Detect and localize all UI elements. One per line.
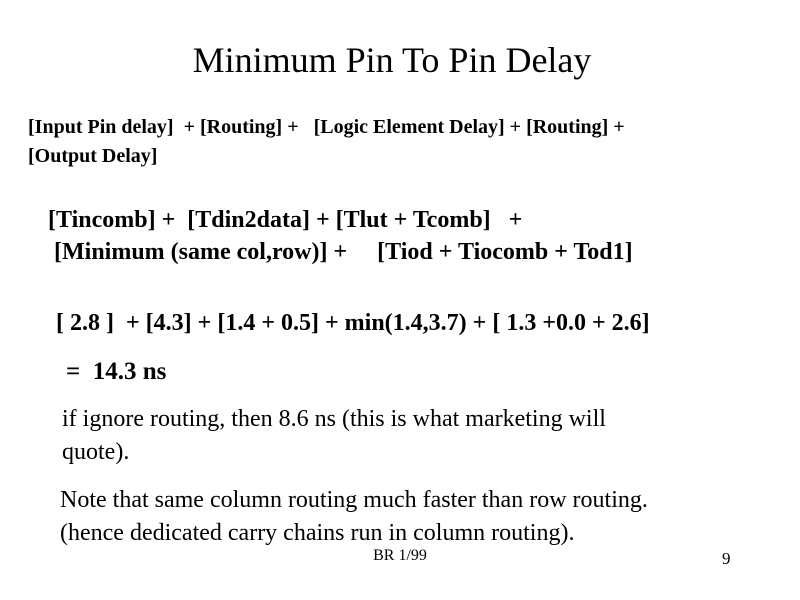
formula-symbols-line-2: [Output Delay]: [28, 145, 158, 167]
total-delay-result: = 14.3 ns: [66, 358, 167, 385]
pin-delay-numeric-formula: [ 2.8 ] + [4.3] + [1.4 + 0.5] + min(1.4,…: [56, 310, 650, 336]
formula-terms-line-2: [Minimum (same col,row)] + [Tiod + Tioco…: [48, 239, 633, 265]
pin-delay-term-formula: [Tincomb] + [Tdin2data] + [Tlut + Tcomb]…: [48, 204, 633, 268]
footer-author-date: BR 1/99: [373, 547, 427, 564]
routing-note-line-1: Note that same column routing much faste…: [60, 487, 648, 513]
routing-note: Note that same column routing much faste…: [60, 484, 648, 550]
slide-title: Minimum Pin To Pin Delay: [192, 40, 592, 80]
pin-delay-symbolic-formula: [Input Pin delay] + [Routing] + [Logic E…: [28, 113, 625, 171]
formula-symbols-line-1: [Input Pin delay] + [Routing] + [Logic E…: [28, 116, 625, 138]
marketing-note-line-1: if ignore routing, then 8.6 ns (this is …: [62, 406, 606, 432]
page-number: 9: [722, 549, 731, 568]
marketing-note: if ignore routing, then 8.6 ns (this is …: [62, 403, 606, 469]
marketing-note-line-2: quote).: [62, 439, 130, 465]
routing-note-line-2: (hence dedicated carry chains run in col…: [60, 520, 575, 546]
formula-terms-line-1: [Tincomb] + [Tdin2data] + [Tlut + Tcomb]…: [48, 207, 523, 233]
